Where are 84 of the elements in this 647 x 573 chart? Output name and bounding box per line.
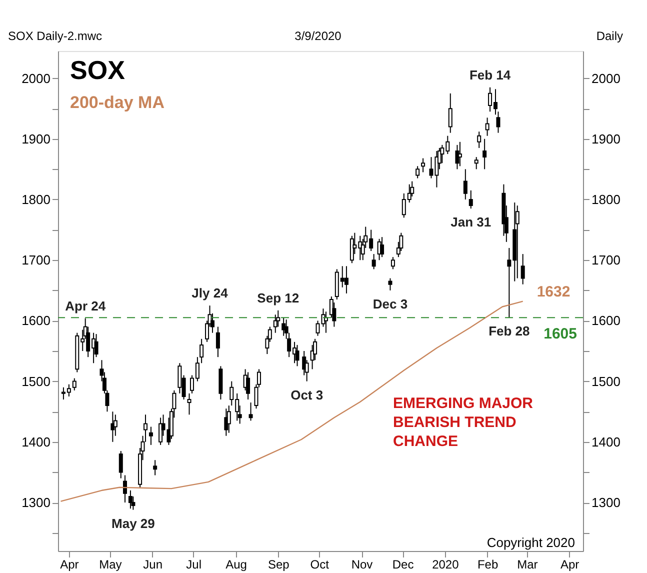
candlestick: [153, 460, 158, 476]
y2-tick-label: 1600: [592, 313, 620, 328]
candlestick: [474, 156, 478, 170]
y-tick-label: 1400: [22, 434, 50, 450]
candlestick: [515, 205, 520, 279]
y-tick-label: 1300: [22, 495, 50, 510]
annotation: Jan 31: [450, 214, 492, 230]
x-tick-label: Feb: [477, 558, 498, 572]
candlestick: [477, 131, 482, 148]
candlestick: [372, 254, 376, 270]
annotation: Sep 12: [257, 290, 300, 306]
candlestick: [282, 317, 286, 336]
y2-tick-label: 1900: [592, 131, 620, 146]
x-tick-label: Apr: [60, 558, 79, 572]
x-tick-label: Jul: [186, 558, 202, 572]
y2-tick-label: 1800: [592, 192, 620, 207]
candlestick: [178, 362, 182, 394]
y-tick-label: 1600: [22, 313, 50, 328]
y-tick-label: 1500: [22, 374, 50, 389]
candlestick: [380, 236, 384, 258]
text: Daily: [596, 29, 623, 43]
candlestick: [458, 141, 462, 167]
candlestick: [448, 92, 452, 134]
annotation: Apr 24: [65, 298, 106, 314]
candlestick: [158, 417, 163, 446]
candlestick: [468, 190, 473, 210]
x-tick-label: May: [99, 558, 122, 572]
candlestick: [388, 278, 392, 291]
candlestick: [482, 138, 487, 170]
candlestick: [455, 144, 460, 170]
x-tick-label: 2020: [432, 558, 460, 572]
y2-tick-label: 1500: [592, 374, 620, 389]
candlestick: [344, 266, 348, 294]
annotation: Copyright 2020: [486, 535, 575, 550]
x-tick-label: Jun: [143, 558, 163, 572]
candlestick: [350, 235, 354, 264]
x-tick-label: Mar: [517, 558, 538, 572]
annotation: May 29: [112, 516, 155, 531]
y2-tick-label: 1300: [592, 495, 620, 510]
chart-title: SOX: [70, 55, 126, 85]
candlestick: [246, 372, 250, 400]
candlestick: [416, 166, 420, 179]
y-tick-label: 1700: [22, 252, 50, 268]
candlestick: [216, 326, 220, 358]
candlestick: [224, 408, 228, 436]
candlestick: [118, 450, 123, 479]
candlestick: [248, 402, 253, 422]
data-label: 1632: [536, 283, 570, 300]
candlestick: [273, 314, 278, 334]
x-tick-label: Oct: [310, 558, 330, 572]
annotation: Feb 14: [469, 67, 512, 82]
text: 200-day MA: [70, 93, 164, 112]
x-tick-label: Nov: [351, 558, 373, 572]
y2-tick-label: 1700: [592, 252, 620, 268]
annotation: EMERGING MAJOR BEARISH TREND CHANGE: [393, 395, 534, 450]
x-tick-label: Aug: [226, 558, 247, 572]
candlestick: [187, 392, 192, 416]
candlestick: [463, 168, 468, 200]
annotation: Feb 28: [488, 324, 530, 339]
x-tick-label: Apr: [560, 558, 580, 572]
ref-line-label: 1605: [544, 326, 577, 343]
annotation: Jly 24: [192, 286, 229, 301]
candlestick: [226, 405, 231, 434]
candlestick: [122, 474, 127, 504]
candlestick: [128, 490, 132, 510]
candlestick: [72, 378, 76, 391]
y-tick-label: 1800: [22, 192, 50, 207]
y-tick-label: 1900: [22, 131, 50, 146]
y2-tick-label: 1400: [592, 434, 620, 450]
text: 3/9/2020: [294, 29, 342, 43]
annotation: Oct 3: [290, 387, 324, 402]
candlestick: [390, 256, 395, 270]
candlestick: [485, 117, 490, 136]
candlestick: [421, 158, 426, 173]
x-tick-label: Dec: [392, 558, 414, 572]
candlestick: [520, 254, 525, 285]
y-tick-label: 2000: [22, 70, 50, 86]
x-tick-label: Sep: [268, 558, 290, 572]
text: SOX Daily-2.mwc: [8, 29, 102, 43]
candlestick: [148, 426, 153, 446]
candlestick: [110, 411, 115, 442]
annotation: Dec 3: [372, 296, 408, 312]
y2-tick-label: 2000: [592, 70, 620, 86]
candlestick: [295, 344, 300, 367]
